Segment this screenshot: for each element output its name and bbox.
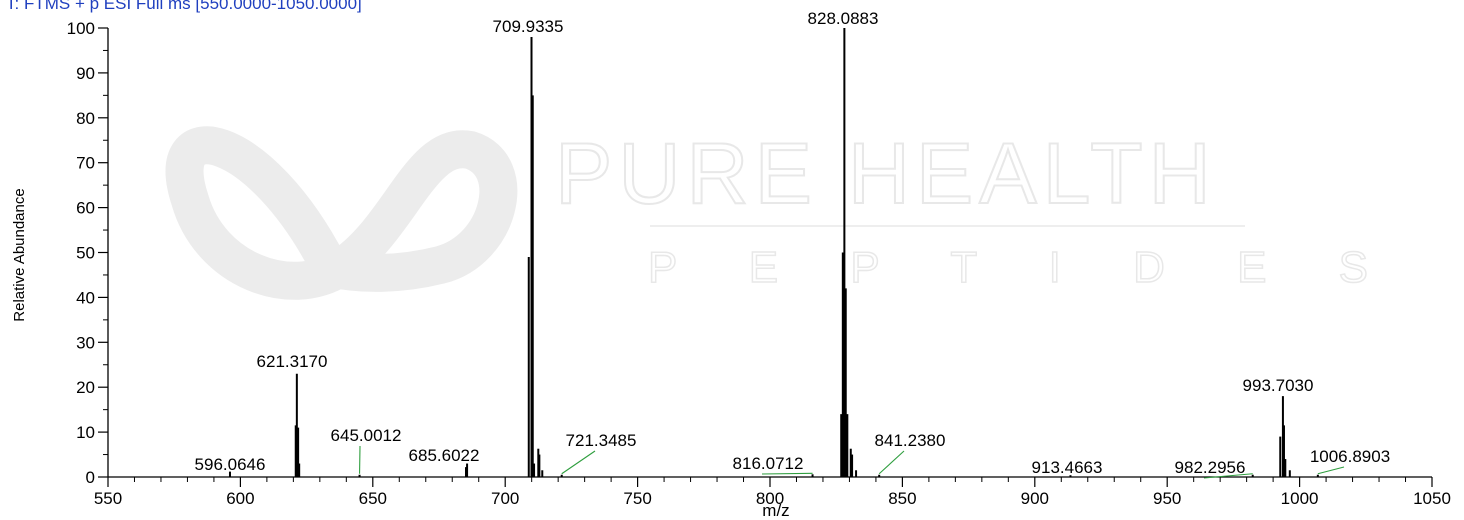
peaks — [228, 28, 1319, 477]
peak-label: 913.4663 — [1032, 458, 1103, 477]
y-tick-label: 60 — [76, 199, 95, 218]
y-tick-label: 20 — [76, 378, 95, 397]
x-axis-label: m/z — [762, 501, 789, 520]
infinity-loop-logo — [165, 126, 518, 300]
y-tick-label: 70 — [76, 154, 95, 173]
x-tick-label: 750 — [623, 489, 651, 508]
peak-label: 621.3170 — [257, 352, 328, 371]
peak-label: 993.7030 — [1243, 376, 1314, 395]
axes: 0 10 20 30 40 50 60 70 80 90 100 550 600 650 700 750 800… — [67, 19, 1451, 508]
peak-label-leader — [1203, 473, 1253, 479]
x-tick-label: 950 — [1153, 489, 1181, 508]
x-tick-label: 850 — [888, 489, 916, 508]
y-tick-label: 80 — [76, 109, 95, 128]
watermark-brand-top: PURE HEALTH — [555, 126, 1217, 222]
peak-label: 721.3485 — [566, 431, 637, 450]
peak-label: 1006.8903 — [1310, 447, 1390, 466]
y-tick-label: 50 — [76, 244, 95, 263]
y-tick-label: 30 — [76, 333, 95, 352]
y-tick-label: 10 — [76, 423, 95, 442]
peak-label: 982.2956 — [1175, 458, 1246, 477]
peak-label: 709.9335 — [493, 17, 564, 36]
peak-label: 645.0012 — [331, 426, 402, 445]
peak-label-leader — [561, 450, 596, 475]
y-tick-label: 40 — [76, 288, 95, 307]
peak-label: 828.0883 — [808, 9, 879, 28]
x-tick-label: 1050 — [1413, 489, 1451, 508]
x-tick-label: 1000 — [1281, 489, 1319, 508]
y-tick-label: 90 — [76, 64, 95, 83]
y-tick-label: 100 — [67, 19, 95, 38]
peak-label: 685.6022 — [409, 446, 480, 465]
x-tick-label: 800 — [756, 489, 784, 508]
y-axis-label: Relative Abundance — [11, 188, 28, 321]
peak-label: 596.0646 — [195, 455, 266, 474]
y-tick-label: 0 — [86, 468, 95, 487]
scan-filter-header: T: FTMS + p ESI Full ms [550.0000-1050.0… — [6, 0, 362, 13]
watermark-brand-bottom: P E P T I D E S — [648, 243, 1398, 292]
peak-label: 816.0712 — [733, 454, 804, 473]
peak-label: 841.2380 — [875, 431, 946, 450]
peak-label-leader — [1317, 466, 1345, 475]
peak-labels: 596.0646 621.3170 645.0012 685.6022 709.9335… — [195, 9, 1390, 479]
peak-label-leader — [761, 472, 813, 475]
peak-label-leader — [878, 450, 905, 475]
x-tick-label: 550 — [94, 489, 122, 508]
x-tick-label: 700 — [491, 489, 519, 508]
x-tick-label: 600 — [226, 489, 254, 508]
x-tick-label: 650 — [359, 489, 387, 508]
x-tick-label: 900 — [1021, 489, 1049, 508]
